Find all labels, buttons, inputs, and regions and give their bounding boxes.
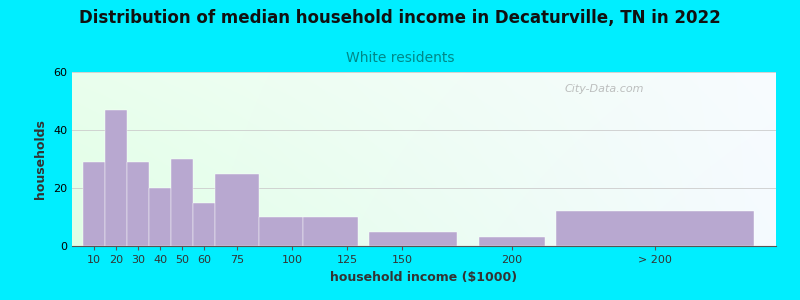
Text: Distribution of median household income in Decaturville, TN in 2022: Distribution of median household income … <box>79 9 721 27</box>
Text: White residents: White residents <box>346 51 454 65</box>
Bar <box>105 110 127 246</box>
Bar <box>369 232 457 246</box>
Bar <box>83 162 105 246</box>
Bar <box>479 237 545 246</box>
Bar <box>127 162 149 246</box>
Bar <box>259 217 303 246</box>
Text: City-Data.com: City-Data.com <box>565 84 644 94</box>
Bar <box>171 159 193 246</box>
Bar <box>303 217 358 246</box>
Bar <box>149 188 171 246</box>
Bar <box>215 173 259 246</box>
Bar <box>193 202 215 246</box>
X-axis label: household income ($1000): household income ($1000) <box>330 271 518 284</box>
Y-axis label: households: households <box>34 119 47 199</box>
Bar <box>556 211 754 246</box>
